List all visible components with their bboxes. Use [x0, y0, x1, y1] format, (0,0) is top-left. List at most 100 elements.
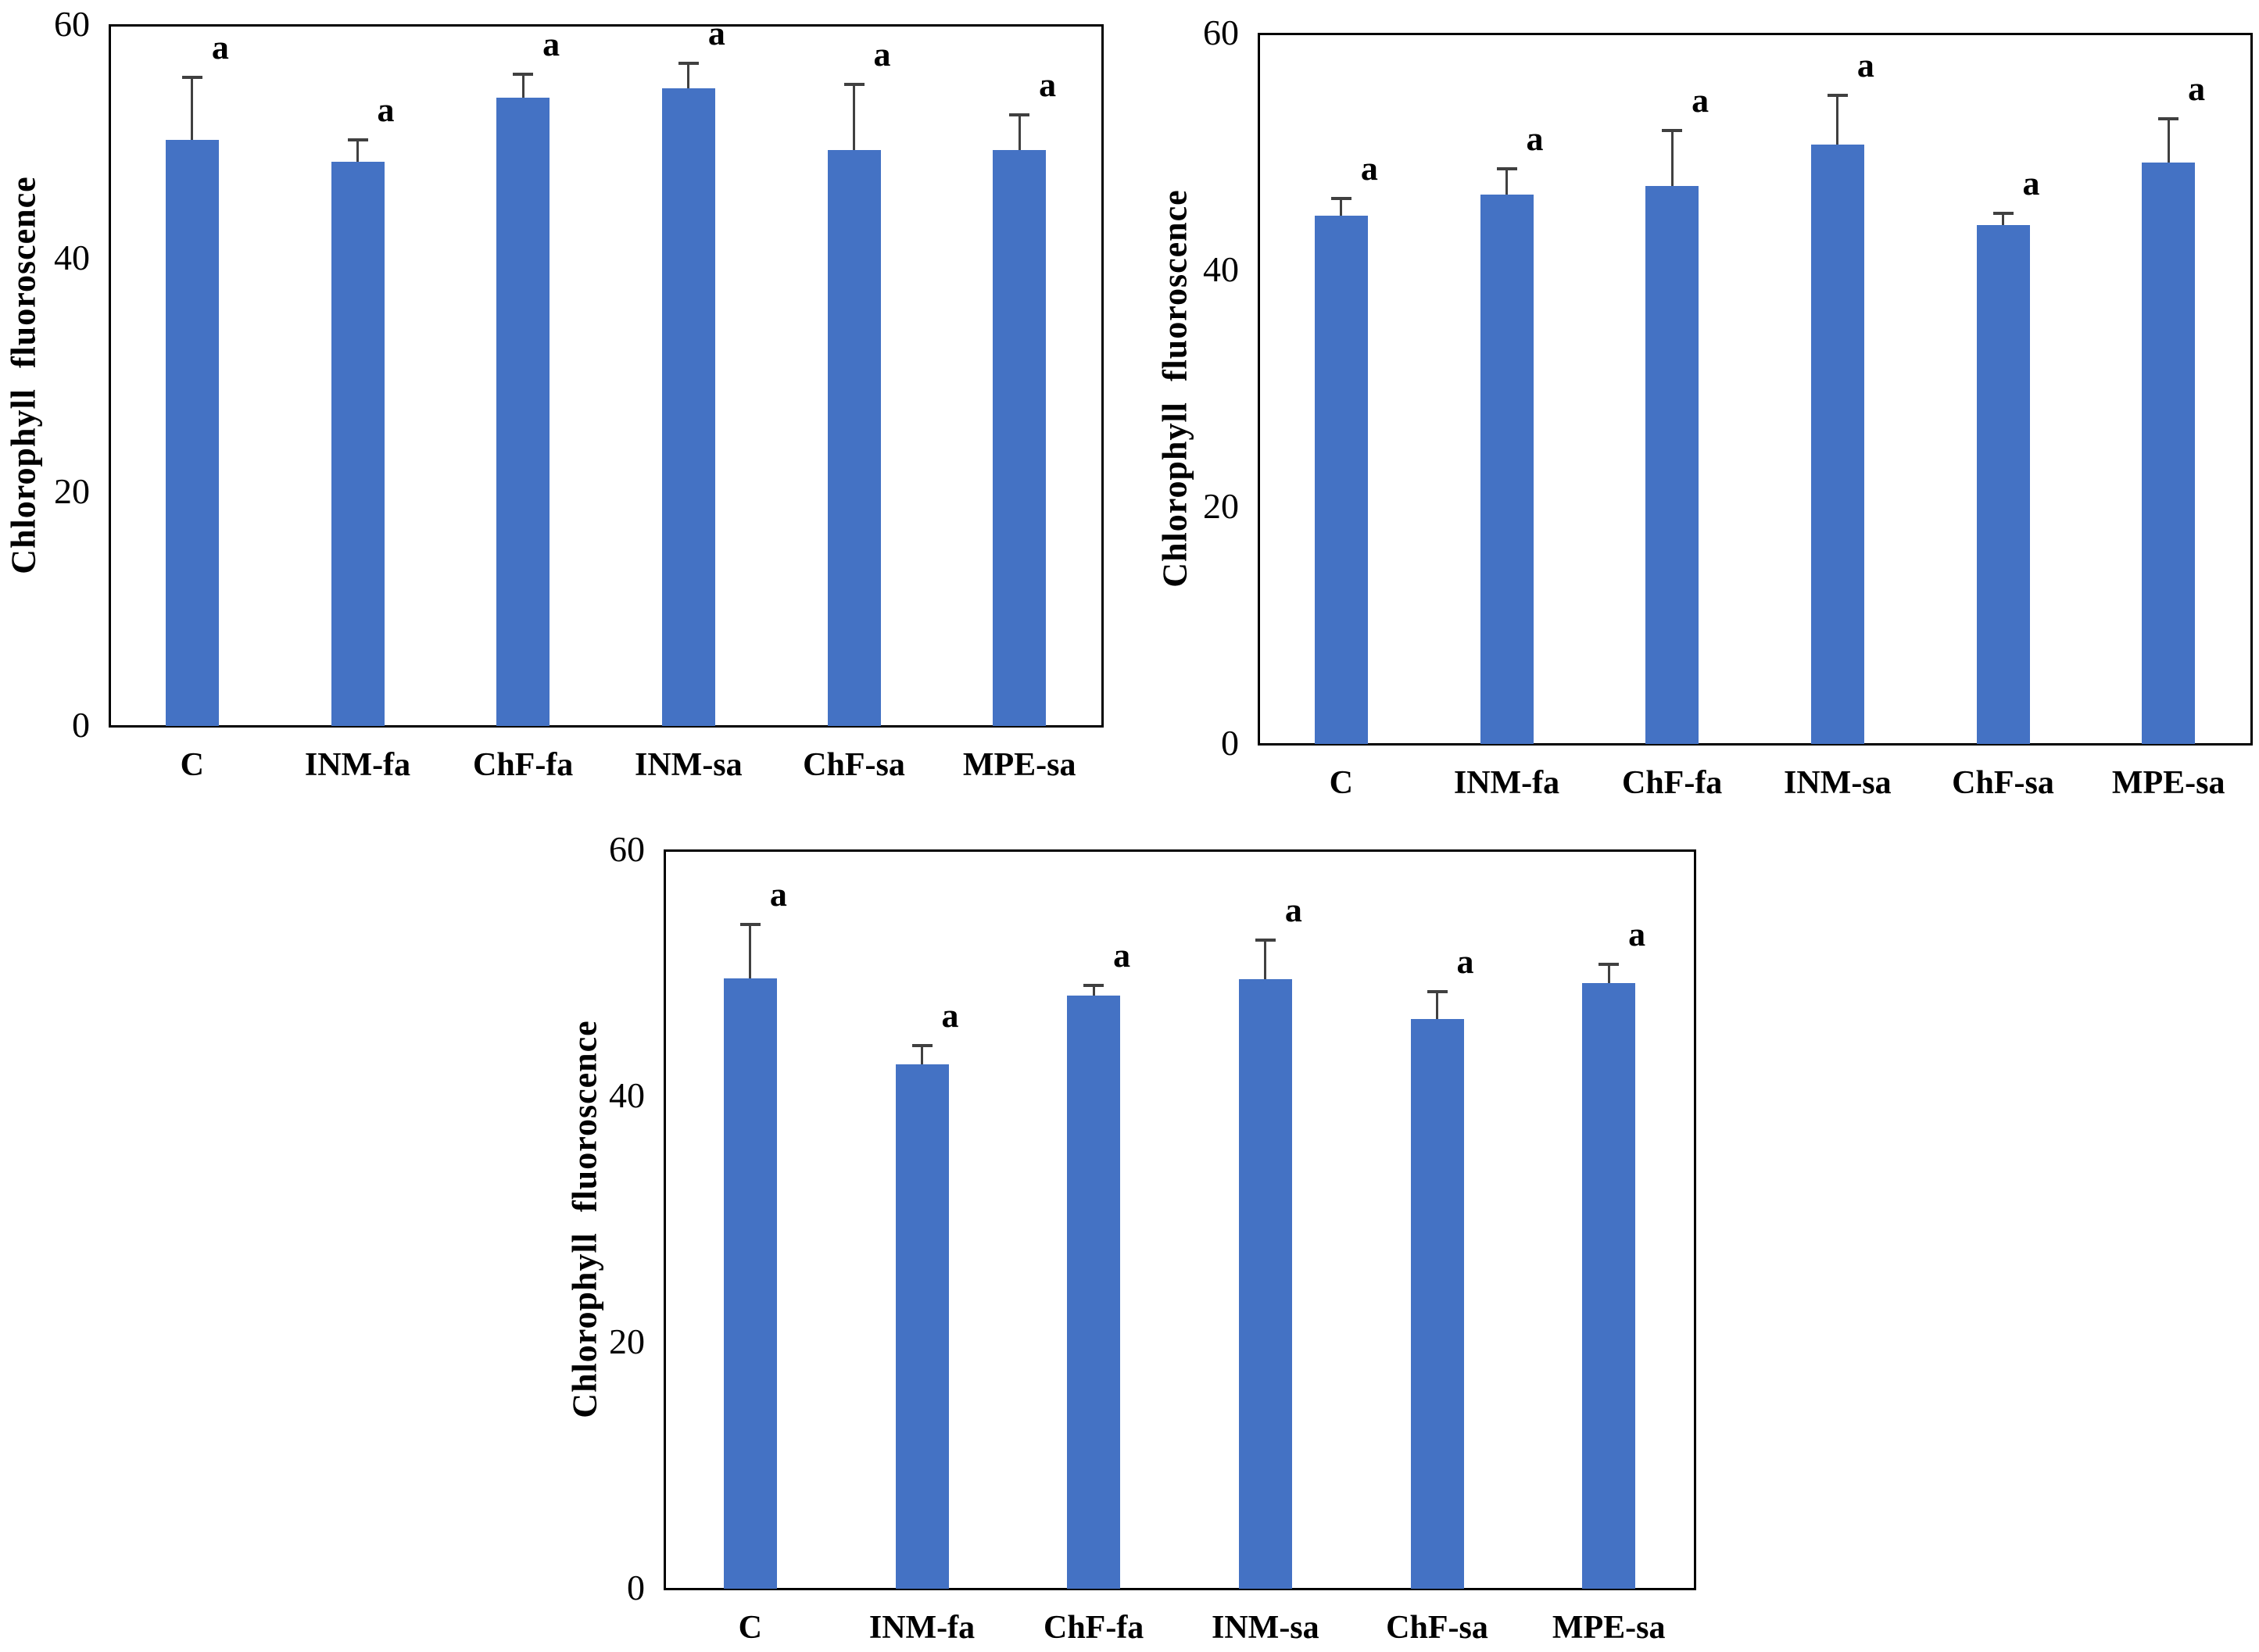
x-tick-label: C [1329, 765, 1353, 801]
error-bar [687, 63, 690, 88]
bar [1976, 225, 2030, 744]
x-tick-label: MPE-sa [2111, 765, 2225, 801]
significance-label: a [1113, 936, 1131, 975]
bar [1582, 983, 1636, 1589]
x-tick-label: ChF-fa [472, 747, 574, 783]
error-bar [1018, 115, 1021, 150]
significance-label: a [1039, 66, 1057, 105]
x-tick-label: INM-fa [304, 747, 411, 783]
x-tick-label: MPE-sa [1552, 1610, 1666, 1646]
error-bar-cap [1662, 129, 1683, 133]
bar [993, 149, 1047, 726]
bar [895, 1064, 949, 1589]
significance-label: a [1360, 148, 1378, 188]
error-bar [1340, 198, 1343, 216]
y-axis-title: Chlorophyll fluoroscence [4, 176, 43, 574]
x-tick-label: ChF-sa [1952, 765, 2054, 801]
bar [1410, 1018, 1464, 1589]
significance-label: a [211, 28, 229, 67]
x-tick-label: INM-sa [635, 747, 743, 783]
significance-label: a [1456, 942, 1474, 982]
error-bar [1836, 95, 1839, 145]
x-tick-label: C [180, 747, 204, 783]
y-tick-label: 20 [54, 471, 90, 511]
error-bar-cap [1827, 93, 1848, 97]
significance-label: a [1526, 119, 1544, 158]
y-tick-label: 0 [72, 705, 90, 745]
bar [1810, 145, 1864, 744]
error-bar-cap [1009, 113, 1030, 117]
significance-label: a [1692, 81, 1709, 120]
plot-area [1258, 33, 2253, 746]
bar [331, 161, 385, 726]
x-tick-label: ChF-fa [1621, 765, 1723, 801]
significance-label: a [2188, 70, 2206, 109]
error-bar-cap [1330, 196, 1351, 200]
bar [661, 88, 715, 726]
error-bar-cap [2158, 117, 2179, 121]
x-tick-label: INM-sa [1784, 765, 1892, 801]
error-bar [521, 73, 524, 98]
error-bar [2167, 119, 2170, 163]
x-tick-label: INM-fa [1453, 765, 1560, 801]
error-bar [1264, 939, 1267, 980]
error-bar [356, 139, 359, 162]
significance-label: a [873, 35, 891, 74]
significance-label: a [542, 24, 560, 63]
significance-label: a [1628, 915, 1646, 954]
x-tick-label: MPE-sa [962, 747, 1076, 783]
significance-label: a [377, 90, 395, 129]
error-bar-cap [347, 138, 368, 141]
error-bar [191, 77, 194, 140]
bar [1238, 979, 1292, 1589]
significance-label: a [707, 14, 725, 53]
y-tick-label: 40 [609, 1075, 645, 1115]
error-bar-cap [1496, 166, 1517, 170]
y-tick-label: 0 [627, 1568, 645, 1607]
x-tick-label: C [738, 1610, 762, 1646]
bar [1645, 186, 1699, 744]
significance-label: a [769, 874, 787, 914]
y-tick-label: 60 [54, 4, 90, 44]
bar [827, 149, 881, 726]
y-tick-label: 40 [54, 238, 90, 277]
error-bar [749, 924, 752, 978]
error-bar-cap [181, 76, 202, 80]
error-bar-cap [513, 72, 534, 76]
error-bar [1436, 992, 1438, 1019]
error-bar-cap [1427, 990, 1448, 994]
x-tick-label: INM-sa [1212, 1610, 1319, 1646]
error-bar-cap [911, 1044, 933, 1048]
bar [165, 139, 219, 726]
y-tick-label: 60 [1203, 13, 1239, 52]
bar [2142, 163, 2196, 744]
y-tick-label: 60 [609, 829, 645, 869]
significance-label: a [2022, 164, 2040, 203]
error-bar-cap [843, 83, 865, 87]
x-tick-label: ChF-fa [1043, 1610, 1144, 1646]
y-tick-label: 20 [609, 1321, 645, 1361]
plot-area [109, 24, 1104, 728]
plot-area [664, 849, 1696, 1590]
x-tick-label: INM-fa [868, 1610, 976, 1646]
error-bar [1607, 964, 1610, 984]
error-bar-cap [1255, 938, 1276, 942]
error-bar-cap [678, 62, 699, 66]
error-bar [1670, 131, 1674, 187]
error-bar [2002, 213, 2004, 226]
y-tick-label: 40 [1203, 249, 1239, 289]
error-bar [1092, 985, 1095, 996]
significance-label: a [1284, 890, 1302, 929]
significance-label: a [941, 996, 959, 1035]
bar [1480, 195, 1534, 744]
significance-label: a [1856, 45, 1874, 84]
x-tick-label: ChF-sa [1386, 1610, 1488, 1646]
error-bar-cap [1598, 963, 1620, 967]
y-tick-label: 0 [1221, 723, 1239, 763]
y-tick-label: 20 [1203, 486, 1239, 526]
error-bar-cap [1083, 984, 1104, 988]
error-bar [921, 1046, 923, 1065]
error-bar-cap [739, 922, 761, 926]
bar [1067, 995, 1121, 1589]
